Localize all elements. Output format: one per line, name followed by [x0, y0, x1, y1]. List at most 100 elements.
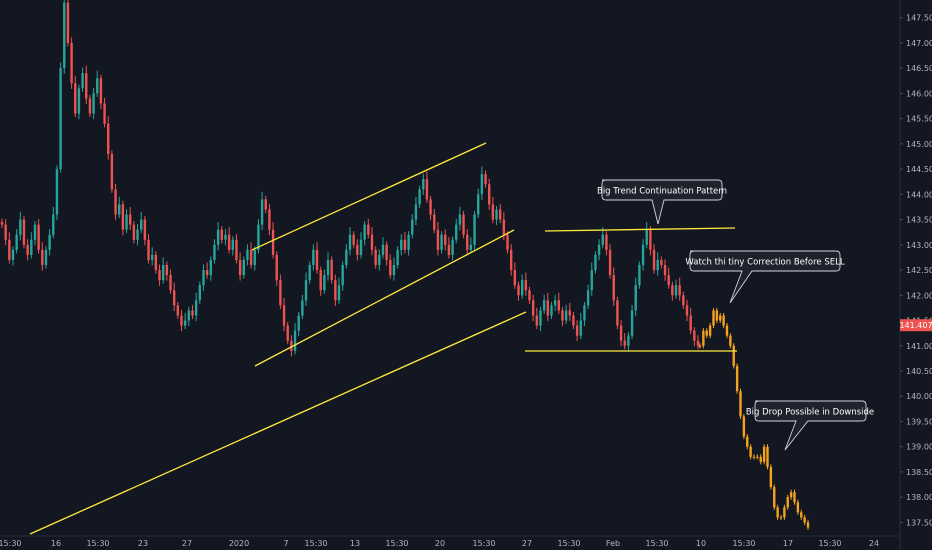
candle[interactable] [158, 264, 161, 286]
time-axis[interactable]: 15:30 16 15:30 23 27 2020 7 15:30 13 15:30 20 15:30… [0, 535, 900, 548]
candle[interactable] [389, 254, 392, 279]
candle[interactable] [169, 269, 172, 294]
trendlines[interactable] [29, 142, 737, 535]
candle[interactable] [392, 257, 396, 281]
candle[interactable] [326, 252, 330, 281]
candle[interactable] [231, 236, 234, 256]
candle[interactable] [612, 267, 615, 306]
candle[interactable] [74, 75, 77, 118]
candle[interactable] [663, 259, 667, 281]
candle[interactable] [4, 219, 7, 246]
candle[interactable] [216, 222, 220, 251]
candle[interactable] [557, 292, 560, 314]
candle[interactable] [0, 218, 4, 229]
candle[interactable] [506, 231, 509, 254]
candle[interactable] [407, 231, 410, 256]
candle[interactable] [154, 251, 158, 274]
candle[interactable] [564, 304, 568, 325]
candle[interactable] [147, 234, 150, 264]
candle[interactable] [638, 261, 641, 289]
candle[interactable] [451, 236, 454, 261]
long-support-line[interactable] [29, 311, 527, 535]
candle[interactable] [447, 237, 451, 259]
candle[interactable] [550, 301, 553, 320]
candle[interactable] [656, 252, 659, 276]
candle[interactable] [99, 74, 103, 110]
candle[interactable] [41, 242, 44, 271]
candle[interactable] [260, 191, 264, 231]
candle[interactable] [308, 261, 311, 284]
candle[interactable] [319, 266, 322, 296]
candle[interactable] [572, 311, 575, 330]
candle[interactable] [641, 239, 645, 271]
candle[interactable] [136, 224, 139, 246]
candle[interactable] [367, 219, 370, 239]
candle[interactable] [26, 239, 29, 261]
candle[interactable] [444, 229, 447, 251]
candle[interactable] [301, 294, 304, 320]
candle[interactable] [509, 244, 513, 276]
candle[interactable] [542, 294, 546, 314]
candle[interactable] [194, 292, 198, 322]
candle[interactable] [396, 246, 399, 269]
candle[interactable] [667, 267, 670, 289]
candle[interactable] [477, 188, 480, 219]
candle[interactable] [180, 309, 183, 332]
range-resistance-line[interactable] [544, 227, 736, 232]
candle[interactable] [92, 87, 95, 120]
candle[interactable] [575, 320, 579, 342]
candle[interactable] [480, 166, 484, 200]
candle[interactable] [385, 241, 388, 266]
candle[interactable] [224, 229, 227, 246]
candle[interactable] [594, 251, 597, 274]
candle[interactable] [312, 244, 315, 271]
candle[interactable] [118, 196, 121, 219]
candle[interactable] [11, 246, 15, 266]
candle[interactable] [400, 234, 403, 256]
candle[interactable] [66, 0, 70, 47]
candle[interactable] [498, 203, 502, 224]
candle[interactable] [235, 234, 238, 264]
candle[interactable] [671, 281, 674, 301]
candle[interactable] [583, 301, 586, 327]
candle[interactable] [334, 274, 337, 306]
candle[interactable] [414, 196, 418, 226]
candle[interactable] [70, 37, 73, 89]
candle[interactable] [8, 232, 11, 264]
candle[interactable] [150, 247, 154, 266]
candle[interactable] [411, 214, 414, 239]
callout-big-drop[interactable]: Big Drop Possible in Downside [746, 400, 874, 451]
candle[interactable] [488, 178, 491, 210]
candle[interactable] [110, 150, 114, 193]
candle[interactable] [293, 323, 297, 355]
candle[interactable] [433, 208, 436, 234]
candle[interactable] [619, 320, 623, 347]
candle[interactable] [161, 257, 165, 284]
callout-correction[interactable]: Watch thi tiny Correction Before SELL [685, 250, 845, 304]
candle[interactable] [15, 229, 18, 254]
candle[interactable] [553, 294, 557, 311]
candle[interactable] [458, 206, 462, 231]
candle[interactable] [30, 232, 33, 259]
candle[interactable] [268, 203, 271, 236]
candle[interactable] [279, 274, 282, 309]
candle[interactable] [693, 327, 696, 347]
candle[interactable] [220, 226, 223, 244]
candle[interactable] [660, 256, 663, 269]
candle[interactable] [586, 284, 590, 309]
candle[interactable] [209, 256, 212, 281]
candle[interactable] [535, 307, 539, 330]
candle[interactable] [121, 200, 125, 236]
candle[interactable] [531, 294, 535, 322]
candle[interactable] [455, 219, 458, 244]
candle[interactable] [520, 274, 524, 299]
candle[interactable] [242, 256, 245, 279]
candle[interactable] [165, 261, 169, 281]
candle[interactable] [33, 221, 37, 246]
candle[interactable] [484, 170, 487, 188]
candle[interactable] [539, 306, 542, 332]
candle[interactable] [630, 304, 634, 340]
candle[interactable] [579, 312, 582, 340]
candle[interactable] [623, 333, 626, 350]
